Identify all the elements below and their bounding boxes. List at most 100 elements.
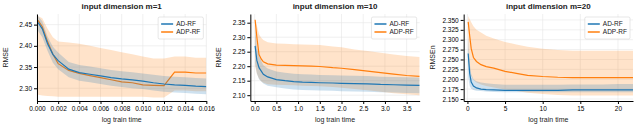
x-tick-label: 0.000 [29,105,46,112]
y-tick-mark [247,37,250,38]
legend-swatch [161,23,173,25]
line [38,22,206,86]
y-tick: 2.275 [442,46,463,53]
y-tick-mark [34,25,37,26]
y-tick-label: 2.25 [233,48,246,55]
x-tick: 0.008 [114,101,131,112]
x-tick-label: 0.012 [156,105,173,112]
x-axis: 05101520 [464,101,633,112]
x-tick: 2.5 [359,101,368,112]
x-tick: 0.0 [251,101,260,112]
marks [468,16,633,95]
x-tick: 0.004 [72,101,89,112]
legend-box [585,17,630,39]
x-tick-label: 0.008 [114,105,131,112]
y-tick-mark [461,59,464,60]
y-tick-label: 2.40 [19,42,32,49]
x-tick-label: 3.5 [403,105,412,112]
x-tick-mark [164,101,165,104]
x-tick-mark [122,101,123,104]
y-tick-mark [247,23,250,24]
grid-line [37,14,38,101]
grid-line [464,99,633,100]
legend-label: ADP-RF [176,28,200,35]
x-tick: 1.5 [316,101,325,112]
y-tick-label: 2.45 [19,21,32,28]
x-tick: 0.014 [178,101,195,112]
x-tick-mark [276,101,277,104]
x-tick: 0 [466,101,470,112]
y-tick: 2.30 [19,85,37,92]
y-axis: 2.1502.1752.2002.2252.2502.2752.3002.325… [442,15,464,103]
y-tick: 2.150 [442,96,463,103]
x-tick-label: 1.5 [316,105,325,112]
grid [250,14,419,101]
band [468,36,633,93]
chart-container: 0.0000.0020.0040.0060.0080.0100.0120.014… [0,0,640,126]
legend-label: AD-RF [389,20,409,27]
y-tick: 2.10 [233,92,251,99]
y-tick-label: 2.30 [233,34,246,41]
x-tick: 0.5 [272,101,281,112]
y-tick-mark [247,81,250,82]
legend: AD-RFADP-RF [371,17,416,39]
y-axis-line [37,15,38,102]
grid-line [250,95,419,96]
y-tick-mark [461,79,464,80]
y-tick-label: 2.35 [233,19,246,26]
legend-swatch [374,31,386,33]
title: input dimension m=10 [293,2,378,11]
y-axis-title: RMSE [215,47,222,68]
x-tick-mark [101,101,102,104]
x-tick-mark [580,101,581,104]
grid [37,14,206,101]
y-axis-line [250,15,251,102]
y-tick-mark [247,66,250,67]
y-tick: 2.15 [233,77,251,84]
x-tick: 3.5 [403,101,412,112]
y-tick-mark [34,67,37,68]
y-tick: 2.40 [19,42,37,49]
y-tick-label: 2.300 [442,36,459,43]
x-tick-mark [185,101,186,104]
y-tick-label: 2.35 [19,64,32,71]
grid [464,14,633,101]
legend-label: ADP-RF [603,28,627,35]
y-axis: 2.102.152.202.252.302.35 [233,15,251,102]
panel: 051015202.1502.1752.2002.2252.2502.2752.… [429,2,634,124]
legend-swatch [374,23,386,25]
y-tick-mark [461,40,464,41]
band [255,20,420,95]
x-tick: 0.016 [199,101,216,112]
x-tick-mark [79,101,80,104]
x-tick-mark [143,101,144,104]
y-tick-mark [247,95,250,96]
x-axis-line [251,101,420,102]
x-tick-label: 0.5 [272,105,281,112]
y-tick-label: 2.175 [442,86,459,93]
x-tick-label: 5 [504,105,508,112]
x-tick-mark [342,101,343,104]
y-tick-label: 2.10 [233,92,246,99]
x-tick-label: 2.5 [359,105,368,112]
y-tick-label: 2.225 [442,66,459,73]
x-tick: 5 [504,101,508,112]
y-tick: 2.225 [442,66,463,73]
y-tick-label: 2.150 [442,96,459,103]
grid-line [254,14,255,101]
x-tick-label: 15 [577,105,585,112]
y-tick: 2.45 [19,21,37,28]
x-axis-title: log train time [315,116,355,124]
y-tick-mark [34,88,37,89]
line [468,22,633,78]
x-tick-mark [363,101,364,104]
x-tick-mark [467,101,468,104]
y-tick: 2.300 [442,36,463,43]
x-tick-mark [385,101,386,104]
y-tick-mark [461,69,464,70]
x-tick-label: 0.016 [199,105,216,112]
y-tick: 2.350 [442,17,463,24]
x-tick: 0.006 [93,101,110,112]
x-tick-label: 0.0 [251,105,260,112]
x-tick: 1.0 [294,101,303,112]
